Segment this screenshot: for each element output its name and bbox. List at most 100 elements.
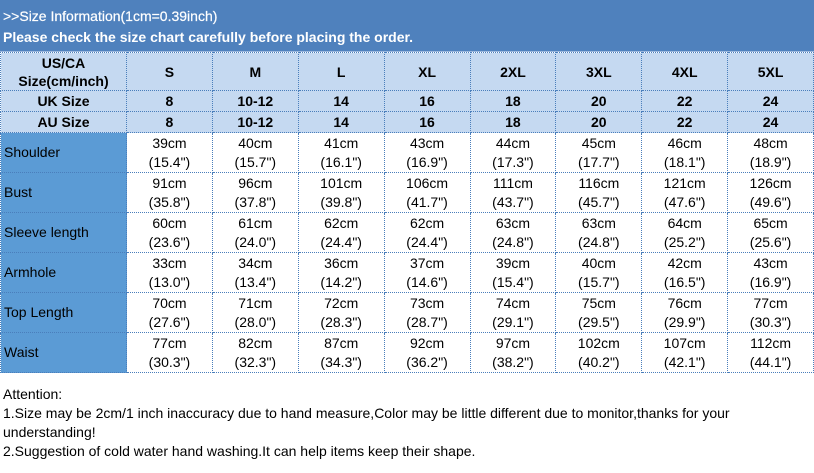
cm-value: 63cm (495, 214, 531, 231)
cm-value: 62cm (324, 214, 359, 231)
size-label: US/CA Size(cm/inch) (0, 52, 127, 91)
uk-size-cell: 18 (469, 90, 557, 112)
measurement-cell: 42cm (16.5") (641, 252, 729, 293)
inch-value: (23.6") (148, 233, 191, 250)
cm-value: 62cm (409, 214, 445, 231)
au-size-row: AU Size 8 10-12 14 16 18 20 22 24 (0, 111, 814, 133)
inch-value: (32.3") (234, 353, 277, 370)
size-L: L (297, 52, 385, 91)
uk-size-cell: 16 (383, 90, 471, 112)
inch-value: (24.0") (234, 233, 277, 250)
cm-value: 36cm (324, 254, 359, 271)
cm-value: 37cm (409, 254, 445, 271)
measurement-cell: 39cm (15.4") (126, 132, 213, 173)
inch-value: (16.9") (749, 273, 792, 290)
uk-size-cell: 14 (297, 90, 385, 112)
size-header-row: US/CA Size(cm/inch) S M L XL 2XL 3XL 4XL 5XL (0, 52, 814, 91)
cm-value: 91cm (152, 174, 187, 191)
uk-size-label: UK Size (0, 90, 127, 112)
measurement-cell: 121cm (47.6") (641, 172, 729, 213)
cm-value: 82cm (238, 334, 273, 351)
inch-value: (38.2") (492, 353, 534, 370)
measurement-cell: 101cm (39.8") (297, 172, 385, 213)
cm-value: 126cm (749, 174, 792, 191)
cm-value: 71cm (238, 294, 273, 311)
uk-size-cell: 10-12 (211, 90, 299, 112)
cm-value: 87cm (324, 334, 359, 351)
measurement-row: Armhole 33cm (13.0") 34cm (13.4") 36cm (14.2")… (0, 252, 814, 293)
inch-value: (18.9") (749, 153, 792, 170)
measurement-cell: 91cm (35.8") (126, 172, 213, 213)
measurement-cell: 39cm (15.4") (469, 252, 557, 293)
measurement-cell: 70cm (27.6") (126, 292, 213, 333)
size-5XL: 5XL (727, 52, 814, 91)
measurement-cell: 33cm (13.0") (126, 252, 213, 293)
measurement-cell: 76cm (29.9") (641, 292, 729, 333)
inch-value: (45.7") (578, 193, 620, 210)
inch-value: (27.6") (148, 313, 191, 330)
measurement-cell: 43cm (16.9") (727, 252, 814, 293)
inch-value: (39.8") (320, 193, 362, 210)
au-size-cell: 8 (126, 111, 213, 133)
inch-value: (13.0") (148, 273, 191, 290)
uk-size-cell: 20 (555, 90, 643, 112)
cm-value: 40cm (238, 134, 273, 151)
measurement-cell: 96cm (37.8") (211, 172, 299, 213)
cm-value: 61cm (238, 214, 273, 231)
inch-value: (35.8") (148, 193, 191, 210)
measurement-cell: 126cm (49.6") (727, 172, 814, 213)
au-size-cell: 18 (469, 111, 557, 133)
measurement-cell: 45cm (17.7") (555, 132, 643, 173)
au-size-cell: 20 (555, 111, 643, 133)
measurement-cell: 37cm (14.6") (383, 252, 471, 293)
measurement-row: Top Length 70cm (27.6") 71cm (28.0") 72cm (28.… (0, 292, 814, 333)
measurement-cell: 64cm (25.2") (641, 212, 729, 253)
measurement-label: Top Length (0, 292, 127, 333)
cm-value: 48cm (753, 134, 788, 151)
measurement-cell: 77cm (30.3") (727, 292, 814, 333)
cm-value: 44cm (495, 134, 531, 151)
size-table: US/CA Size(cm/inch) S M L XL 2XL 3XL 4XL 5XL UK S… (0, 52, 814, 373)
cm-value: 92cm (409, 334, 445, 351)
cm-value: 33cm (152, 254, 187, 271)
cm-value: 73cm (409, 294, 445, 311)
measurement-cell: 97cm (38.2") (469, 332, 557, 373)
size-4XL: 4XL (641, 52, 729, 91)
measurement-cell: 61cm (24.0") (211, 212, 299, 253)
measurement-cell: 111cm (43.7") (469, 172, 557, 213)
cm-value: 106cm (406, 174, 449, 191)
attention-note-2: 2.Suggestion of cold water hand washing.… (3, 443, 476, 459)
inch-value: (15.7") (234, 153, 277, 170)
inch-value: (29.1") (492, 313, 534, 330)
attention-notes: Attention: 1.Size may be 2cm/1 inch inac… (0, 373, 814, 461)
cm-value: 74cm (495, 294, 531, 311)
inch-value: (14.6") (406, 273, 448, 290)
cm-value: 43cm (753, 254, 788, 271)
inch-value: (28.3") (320, 313, 362, 330)
inch-value: (15.4") (492, 273, 534, 290)
attention-title: Attention: (3, 386, 63, 402)
inch-value: (30.3") (148, 353, 191, 370)
header-title: >>Size Information(1cm=0.39inch) (3, 8, 218, 24)
inch-value: (25.6") (749, 233, 792, 250)
cm-value: 60cm (152, 214, 187, 231)
measurement-cell: 73cm (28.7") (383, 292, 471, 333)
inch-value: (24.4") (406, 233, 448, 250)
cm-value: 41cm (324, 134, 359, 151)
cm-value: 116cm (578, 174, 620, 191)
inch-value: (36.2") (406, 353, 448, 370)
inch-value: (16.9") (406, 153, 448, 170)
au-size-cell: 22 (641, 111, 729, 133)
inch-value: (14.2") (320, 273, 362, 290)
cm-value: 64cm (667, 214, 702, 231)
measurement-cell: 92cm (36.2") (383, 332, 471, 373)
cm-value: 72cm (324, 294, 359, 311)
size-M: M (211, 52, 299, 91)
measurement-cell: 75cm (29.5") (555, 292, 643, 333)
inch-value: (40.2") (578, 353, 620, 370)
inch-value: (30.3") (749, 313, 792, 330)
cm-value: 97cm (495, 334, 531, 351)
measurement-cell: 40cm (15.7") (211, 132, 299, 173)
measurement-cell: 63cm (24.8") (469, 212, 557, 253)
